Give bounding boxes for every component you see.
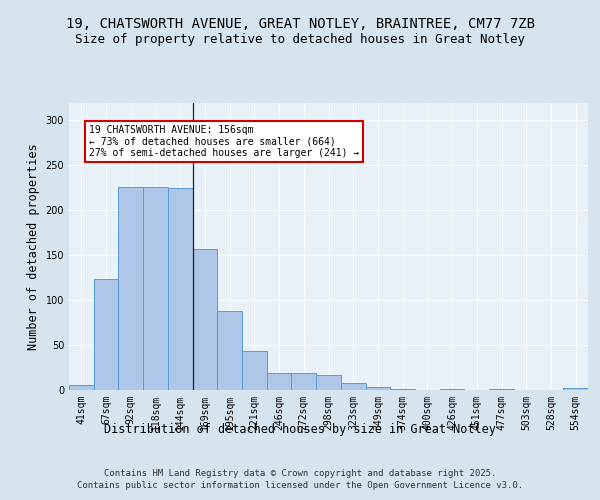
Bar — [292, 373, 316, 390]
Bar — [242, 352, 267, 390]
Text: 19 CHATSWORTH AVENUE: 156sqm
← 73% of detached houses are smaller (664)
27% of s: 19 CHATSWORTH AVENUE: 156sqm ← 73% of de… — [89, 125, 359, 158]
Bar — [193, 249, 217, 390]
Bar — [168, 188, 193, 390]
Bar — [563, 388, 588, 390]
Bar — [143, 187, 168, 390]
Bar — [316, 374, 341, 390]
Text: Size of property relative to detached houses in Great Notley: Size of property relative to detached ho… — [75, 32, 525, 46]
Y-axis label: Number of detached properties: Number of detached properties — [27, 143, 40, 350]
Bar — [365, 388, 390, 390]
Bar — [94, 278, 118, 390]
Text: 19, CHATSWORTH AVENUE, GREAT NOTLEY, BRAINTREE, CM77 7ZB: 19, CHATSWORTH AVENUE, GREAT NOTLEY, BRA… — [65, 18, 535, 32]
Text: Contains public sector information licensed under the Open Government Licence v3: Contains public sector information licen… — [77, 481, 523, 490]
Bar — [267, 373, 292, 390]
Bar — [440, 389, 464, 390]
Text: Distribution of detached houses by size in Great Notley: Distribution of detached houses by size … — [104, 422, 496, 436]
Bar — [390, 389, 415, 390]
Bar — [489, 389, 514, 390]
Text: Contains HM Land Registry data © Crown copyright and database right 2025.: Contains HM Land Registry data © Crown c… — [104, 469, 496, 478]
Bar — [341, 383, 365, 390]
Bar — [217, 311, 242, 390]
Bar — [69, 384, 94, 390]
Bar — [118, 187, 143, 390]
